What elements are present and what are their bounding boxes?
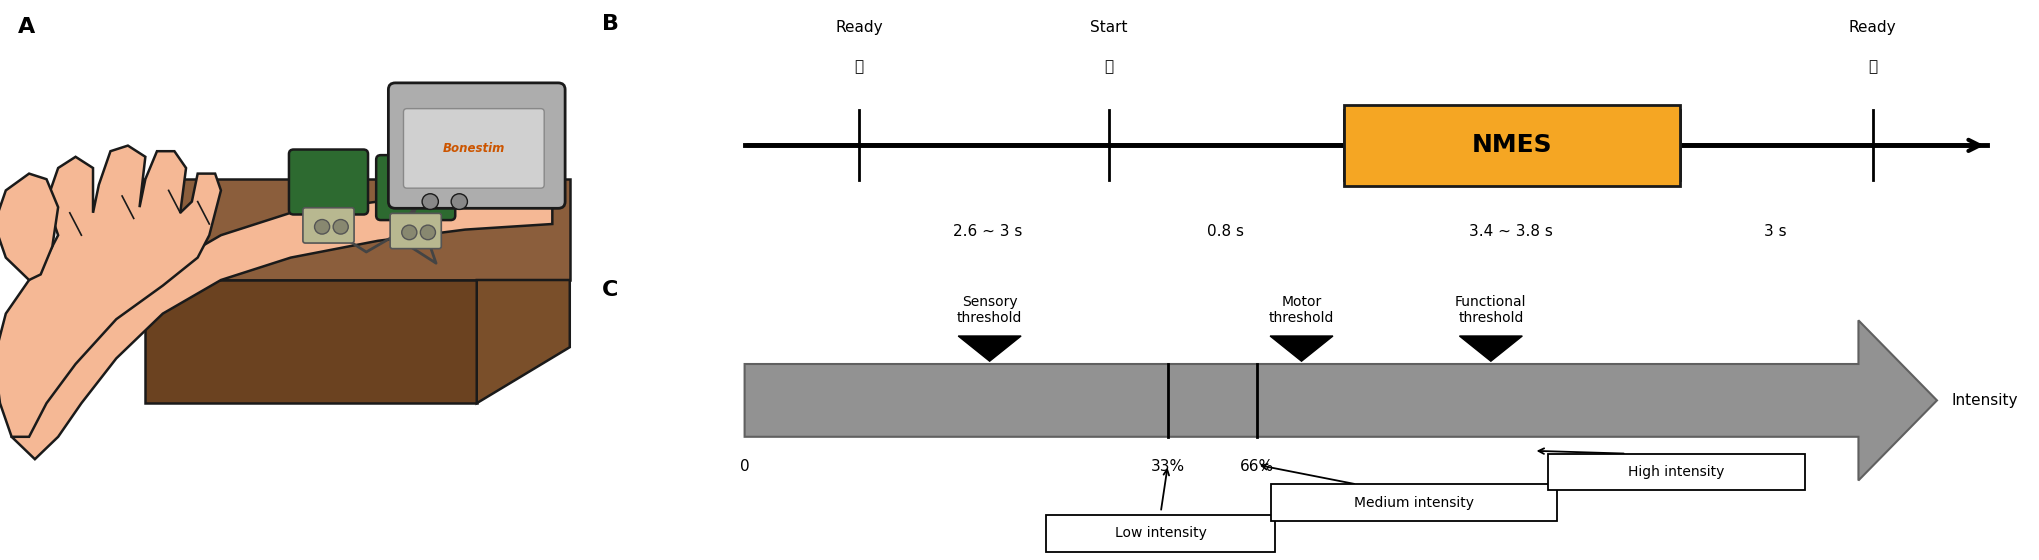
Polygon shape [0,146,220,437]
FancyBboxPatch shape [389,213,440,249]
Polygon shape [145,280,477,403]
Text: 3 s: 3 s [1764,224,1786,239]
Polygon shape [0,174,57,280]
FancyBboxPatch shape [302,208,355,243]
FancyBboxPatch shape [1270,484,1556,521]
Text: 0: 0 [740,459,748,474]
Circle shape [451,194,467,209]
Text: 2.6 ~ 3 s: 2.6 ~ 3 s [952,224,1022,239]
FancyBboxPatch shape [375,155,455,220]
Circle shape [402,225,416,240]
FancyBboxPatch shape [290,150,367,214]
Polygon shape [744,320,1937,480]
Circle shape [332,220,349,234]
Text: C: C [602,280,618,300]
FancyBboxPatch shape [387,83,565,208]
Text: Motor
threshold: Motor threshold [1268,295,1334,325]
Polygon shape [12,185,553,459]
Text: Ready: Ready [834,20,883,35]
Text: B: B [602,15,618,34]
Polygon shape [958,336,1022,361]
Polygon shape [1458,336,1521,361]
Text: High intensity: High intensity [1627,465,1723,479]
Polygon shape [477,280,569,403]
Circle shape [314,220,330,234]
Text: 3.4 ~ 3.8 s: 3.4 ~ 3.8 s [1468,224,1552,239]
Text: A: A [18,17,35,37]
Text: 33%: 33% [1150,459,1185,474]
Text: 66%: 66% [1240,459,1274,474]
FancyBboxPatch shape [1344,105,1680,186]
Polygon shape [1270,336,1331,361]
Text: Ready: Ready [1847,20,1896,35]
Text: 🔈: 🔈 [1103,59,1113,74]
Text: NMES: NMES [1470,133,1552,157]
Text: Start: Start [1089,20,1128,35]
Text: Functional
threshold: Functional threshold [1454,295,1525,325]
Text: Bonestim: Bonestim [442,142,506,155]
FancyBboxPatch shape [404,109,544,188]
Text: Medium intensity: Medium intensity [1354,496,1474,510]
Text: Sensory
threshold: Sensory threshold [956,295,1022,325]
FancyBboxPatch shape [1548,454,1805,490]
Text: Intensity: Intensity [1949,393,2017,408]
Text: Low intensity: Low intensity [1113,526,1205,540]
Circle shape [420,225,434,240]
Text: 🔈: 🔈 [854,59,862,74]
FancyBboxPatch shape [1046,515,1274,552]
Polygon shape [145,179,569,280]
Circle shape [422,194,438,209]
Text: 🔈: 🔈 [1868,59,1876,74]
Text: 0.8 s: 0.8 s [1207,224,1244,239]
